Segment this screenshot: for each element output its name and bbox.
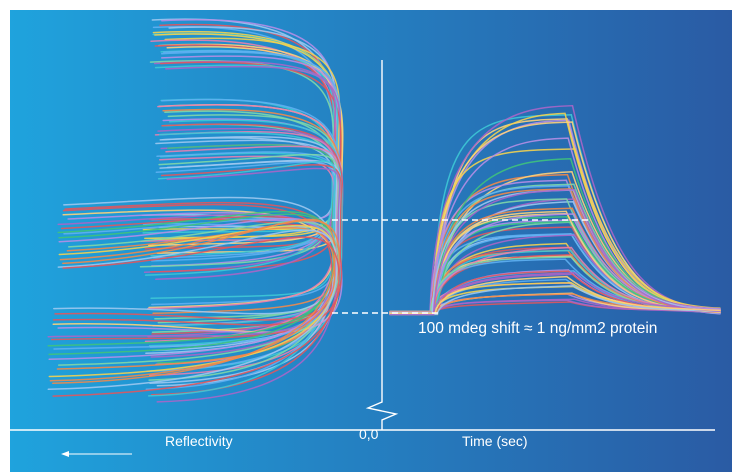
sensorgram-curve	[389, 271, 721, 313]
diagram-panel	[10, 10, 732, 472]
reflectivity-curve	[149, 152, 343, 372]
sensorgram-curve	[389, 189, 721, 316]
shift-annotation: 100 mdeg shift ≈ 1 ng/mm2 protein	[418, 320, 658, 337]
panel-background	[10, 10, 732, 472]
reflectivity-curve	[49, 219, 341, 382]
x-axis-left-label: Reflectivity	[165, 433, 233, 449]
reflectivity-curve	[52, 218, 336, 385]
reflectivity-curve	[48, 217, 337, 361]
reflectivity-curve	[52, 236, 340, 397]
left-arrow-head-icon	[61, 451, 69, 457]
reflectivity-curve	[50, 215, 343, 341]
x-axis-right-label: Time (sec)	[462, 433, 528, 449]
sensorgram-curve	[389, 188, 721, 316]
sensorgram-curve	[389, 285, 721, 316]
sensorgram-curve	[389, 256, 721, 315]
reflectivity-curve	[47, 229, 338, 391]
reflectivity-curves	[47, 18, 344, 403]
reflectivity-curve	[150, 164, 342, 396]
sensorgram-curve	[389, 148, 721, 313]
zigzag-break-icon	[365, 60, 399, 430]
sensorgram-curve	[389, 275, 721, 314]
diagram-canvas	[10, 10, 732, 472]
sensorgram-curves	[389, 104, 721, 316]
sensorgram-curve	[389, 157, 721, 313]
sensorgram-curve	[389, 104, 721, 313]
x-axis-origin-label: 0,0	[359, 426, 379, 442]
reflectivity-curve	[145, 161, 335, 390]
reflectivity-curve	[147, 160, 337, 397]
reflectivity-curve	[156, 167, 341, 403]
